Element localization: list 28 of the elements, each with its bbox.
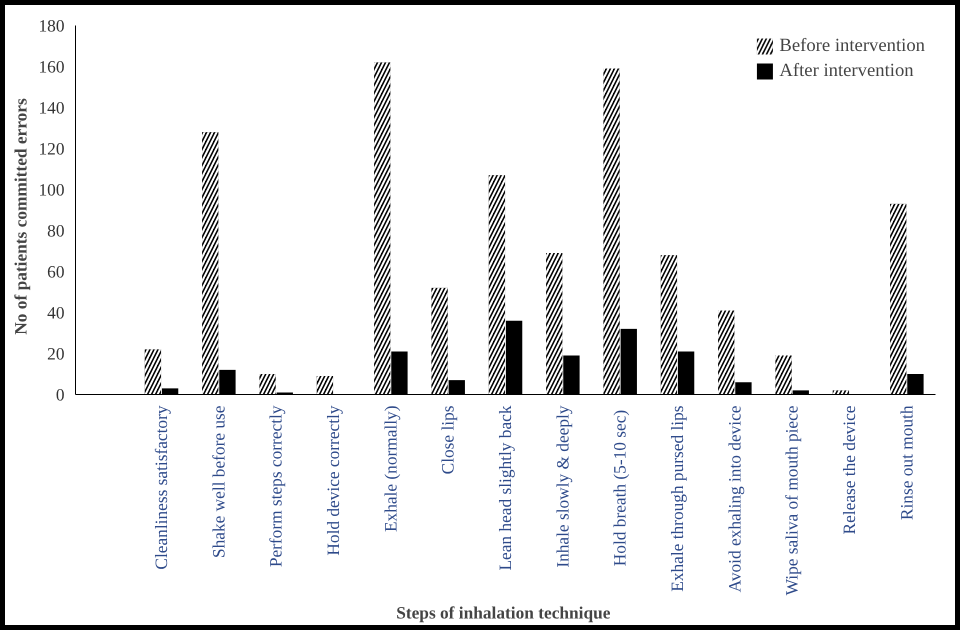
legend-label: After intervention (779, 60, 914, 82)
y-tick-label: 40 (47, 304, 64, 322)
y-tick-label: 180 (38, 16, 65, 36)
y-axis-title: No of patients committed errors (12, 98, 31, 335)
x-tick-label: Avoid exhaling into device (725, 405, 744, 592)
x-tick-label: Hold device correctly (324, 405, 343, 556)
x-tick-label: Release the device (840, 405, 859, 534)
x-tick-label: Shake well before use (209, 405, 228, 558)
x-tick-label: Cleanliness satisfactory (152, 405, 171, 570)
x-tick-label: Close lips (438, 405, 458, 474)
y-tick-label: 100 (38, 180, 65, 200)
x-tick-label: Exhale through pursed lips (668, 405, 687, 592)
y-tick-label: 60 (47, 262, 64, 282)
x-tick-label: Inhale slowly & deeply (553, 405, 572, 568)
y-tick-label: 140 (38, 98, 65, 118)
x-axis-title: Steps of inhalation technique (396, 603, 611, 622)
y-tick-label: 0 (56, 386, 65, 404)
y-tick-label: 160 (38, 58, 65, 76)
x-tick-label: Perform steps correctly (266, 405, 286, 568)
x-tick-label: Rinse out mouth (897, 405, 916, 520)
y-tick-label: 120 (38, 140, 65, 158)
x-tick-label: Wipe saliva of mouth piece (782, 405, 802, 596)
y-tick-label: 20 (47, 344, 64, 364)
x-tick-label: Lean head slightly back (496, 405, 515, 571)
legend-label: Before intervention (779, 35, 925, 57)
y-tick-label: 80 (47, 222, 64, 240)
x-tick-label: Hold breath (5-10 sec) (610, 410, 630, 566)
x-tick-label: Exhale (normally) (381, 405, 400, 532)
